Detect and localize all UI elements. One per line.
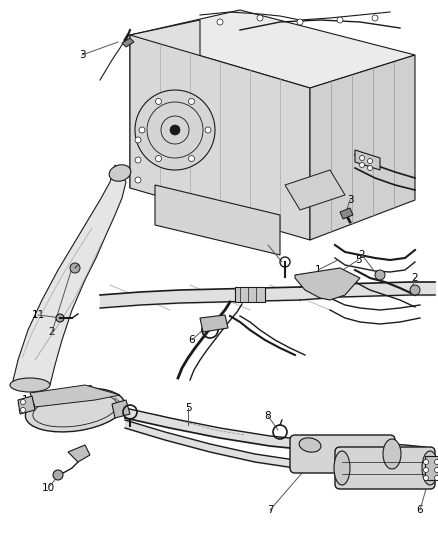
- Circle shape: [257, 15, 263, 21]
- Circle shape: [375, 270, 385, 280]
- Circle shape: [372, 15, 378, 21]
- Circle shape: [155, 99, 162, 104]
- Text: 6: 6: [417, 505, 423, 515]
- FancyBboxPatch shape: [290, 435, 395, 473]
- Polygon shape: [112, 400, 130, 418]
- Circle shape: [188, 99, 194, 104]
- Circle shape: [434, 475, 438, 481]
- Polygon shape: [425, 456, 438, 480]
- Circle shape: [53, 470, 63, 480]
- Text: 5: 5: [185, 403, 191, 413]
- Polygon shape: [200, 315, 228, 332]
- Circle shape: [21, 408, 25, 413]
- Circle shape: [56, 314, 64, 322]
- Circle shape: [217, 19, 223, 25]
- Text: 8: 8: [112, 393, 118, 403]
- Text: 3: 3: [79, 50, 85, 60]
- Text: 5: 5: [355, 255, 361, 265]
- Polygon shape: [295, 268, 360, 300]
- Ellipse shape: [25, 388, 124, 432]
- Polygon shape: [340, 208, 353, 219]
- Ellipse shape: [383, 439, 401, 469]
- Circle shape: [21, 400, 25, 405]
- Text: 7: 7: [267, 505, 273, 515]
- Polygon shape: [155, 185, 280, 255]
- Circle shape: [135, 177, 141, 183]
- Text: 10: 10: [42, 483, 55, 493]
- Text: 11: 11: [32, 310, 45, 320]
- FancyBboxPatch shape: [335, 447, 435, 489]
- Polygon shape: [310, 55, 415, 240]
- Text: 2: 2: [359, 250, 365, 260]
- Circle shape: [424, 475, 428, 481]
- Circle shape: [360, 156, 364, 160]
- Circle shape: [135, 137, 141, 143]
- Circle shape: [434, 467, 438, 472]
- Circle shape: [135, 90, 215, 170]
- Circle shape: [297, 19, 303, 25]
- Ellipse shape: [422, 451, 438, 485]
- Circle shape: [410, 285, 420, 295]
- Circle shape: [70, 263, 80, 273]
- Polygon shape: [68, 445, 90, 462]
- Polygon shape: [130, 35, 310, 240]
- Polygon shape: [122, 38, 134, 47]
- Polygon shape: [130, 20, 200, 188]
- Text: 4: 4: [265, 240, 271, 250]
- Text: 1: 1: [22, 395, 28, 405]
- Polygon shape: [355, 150, 380, 170]
- Circle shape: [205, 127, 211, 133]
- Circle shape: [337, 17, 343, 23]
- Text: 8: 8: [265, 411, 271, 421]
- Polygon shape: [12, 165, 126, 385]
- Text: 3: 3: [347, 195, 353, 205]
- Ellipse shape: [334, 451, 350, 485]
- Polygon shape: [285, 170, 345, 210]
- Ellipse shape: [299, 438, 321, 452]
- Circle shape: [424, 467, 428, 472]
- Circle shape: [434, 459, 438, 464]
- Text: 2: 2: [49, 327, 55, 337]
- Circle shape: [170, 125, 180, 135]
- Circle shape: [424, 459, 428, 464]
- Circle shape: [367, 166, 372, 171]
- Polygon shape: [130, 10, 415, 88]
- Ellipse shape: [10, 378, 50, 392]
- Polygon shape: [235, 287, 265, 302]
- Circle shape: [367, 158, 372, 164]
- Text: 9: 9: [87, 385, 93, 395]
- Circle shape: [188, 156, 194, 161]
- Circle shape: [360, 163, 364, 167]
- Circle shape: [139, 127, 145, 133]
- Polygon shape: [18, 396, 35, 414]
- Polygon shape: [30, 385, 120, 407]
- Circle shape: [135, 157, 141, 163]
- Text: 1: 1: [314, 265, 321, 275]
- Text: 2: 2: [412, 273, 418, 283]
- Text: 6: 6: [189, 335, 195, 345]
- Circle shape: [155, 156, 162, 161]
- Ellipse shape: [109, 165, 131, 181]
